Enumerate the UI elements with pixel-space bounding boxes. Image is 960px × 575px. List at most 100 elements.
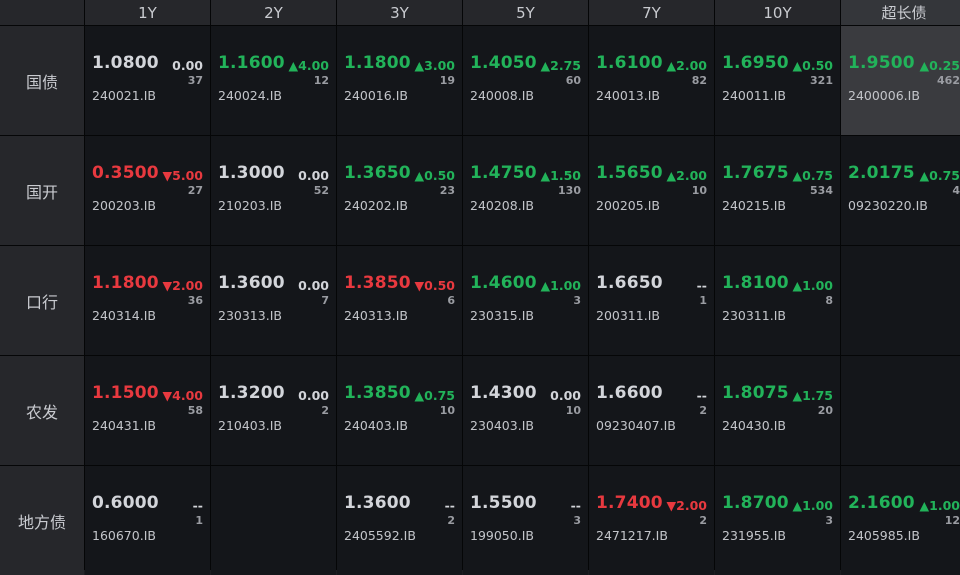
bond-code: 200205.IB xyxy=(596,198,660,213)
trade-count: 534 xyxy=(810,184,833,197)
quote-cell[interactable]: 1.6650 -- 1 200311.IB xyxy=(589,246,714,355)
yield-change: 0.00 xyxy=(172,58,203,73)
yield-value: 1.1800 xyxy=(92,273,159,293)
quote-cell[interactable]: 1.6100 ▲2.00 82 240013.IB xyxy=(589,26,714,135)
bond-code: 240008.IB xyxy=(470,88,534,103)
quote-cell[interactable]: 1.8700 ▲1.00 3 231955.IB xyxy=(715,466,840,575)
column-header-2[interactable]: 2Y xyxy=(211,0,336,25)
quote-cell[interactable]: 1.3600 0.00 7 230313.IB xyxy=(211,246,336,355)
yield-change: ▲2.75 xyxy=(540,58,581,73)
bond-code: 240011.IB xyxy=(722,88,786,103)
bond-code: 230311.IB xyxy=(722,308,786,323)
trade-count: 130 xyxy=(558,184,581,197)
yield-change: ▲1.75 xyxy=(792,388,833,403)
trade-count: 36 xyxy=(187,294,203,307)
yield-value: 0.6000 xyxy=(92,493,159,513)
yield-change: ▲1.00 xyxy=(919,498,960,513)
yield-change: ▼2.00 xyxy=(162,278,203,293)
yield-change: -- xyxy=(696,388,707,403)
trade-count: 60 xyxy=(565,74,581,87)
yield-change: ▲0.50 xyxy=(414,168,455,183)
yield-change: ▲1.00 xyxy=(540,278,581,293)
bond-code: 09230220.IB xyxy=(848,198,928,213)
trade-count: 7 xyxy=(321,294,329,307)
quote-cell[interactable]: 1.8075 ▲1.75 20 240430.IB xyxy=(715,356,840,465)
trade-count: 462 xyxy=(937,74,960,87)
bond-code: 240431.IB xyxy=(92,418,156,433)
yield-value: 1.5650 xyxy=(596,163,663,183)
quote-cell[interactable]: 1.3600 -- 2 2405592.IB xyxy=(337,466,462,575)
yield-value: 1.5500 xyxy=(470,493,537,513)
trade-count: 10 xyxy=(439,404,455,417)
trade-count: 19 xyxy=(439,74,455,87)
yield-value: 1.4050 xyxy=(470,53,537,73)
trade-count: 2 xyxy=(321,404,329,417)
empty-quote-cell xyxy=(841,356,960,465)
row-label: 国开 xyxy=(0,136,84,245)
yield-change: ▲0.75 xyxy=(792,168,833,183)
quote-cell[interactable]: 1.7400 ▼2.00 2 2471217.IB xyxy=(589,466,714,575)
quote-cell[interactable]: 0.3500 ▼5.00 27 200203.IB xyxy=(85,136,210,245)
trade-count: 58 xyxy=(187,404,203,417)
yield-value: 1.3850 xyxy=(344,383,411,403)
quote-cell[interactable]: 1.4750 ▲1.50 130 240208.IB xyxy=(463,136,588,245)
yield-change: 0.00 xyxy=(298,168,329,183)
yield-change: ▼5.00 xyxy=(162,168,203,183)
quote-cell[interactable]: 1.5500 -- 3 199050.IB xyxy=(463,466,588,575)
yield-change: ▼4.00 xyxy=(162,388,203,403)
quote-cell[interactable]: 1.6950 ▲0.50 321 240011.IB xyxy=(715,26,840,135)
quote-cell[interactable]: 0.6000 -- 1 160670.IB xyxy=(85,466,210,575)
bond-code: 240016.IB xyxy=(344,88,408,103)
quote-cell[interactable]: 1.1800 ▲3.00 19 240016.IB xyxy=(337,26,462,135)
quote-cell[interactable]: 1.3650 ▲0.50 23 240202.IB xyxy=(337,136,462,245)
bond-code: 210403.IB xyxy=(218,418,282,433)
quote-cell[interactable]: 1.1600 ▲4.00 12 240024.IB xyxy=(211,26,336,135)
quote-cell[interactable]: 1.0800 0.00 37 240021.IB xyxy=(85,26,210,135)
yield-change: 0.00 xyxy=(298,278,329,293)
yield-change: ▲1.00 xyxy=(792,498,833,513)
quote-cell[interactable]: 1.1800 ▼2.00 36 240314.IB xyxy=(85,246,210,355)
quote-cell[interactable]: 2.1600 ▲1.00 12 2405985.IB xyxy=(841,466,960,575)
bond-code: 240314.IB xyxy=(92,308,156,323)
quote-cell[interactable]: 2.0175 ▲0.75 4 09230220.IB xyxy=(841,136,960,245)
quote-cell[interactable]: 1.7675 ▲0.75 534 240215.IB xyxy=(715,136,840,245)
yield-change: 0.00 xyxy=(298,388,329,403)
yield-value: 1.7675 xyxy=(722,163,789,183)
bond-code: 240215.IB xyxy=(722,198,786,213)
yield-value: 1.4600 xyxy=(470,273,537,293)
bond-code: 160670.IB xyxy=(92,528,156,543)
quote-cell[interactable]: 1.8100 ▲1.00 8 230311.IB xyxy=(715,246,840,355)
bond-code: 2405592.IB xyxy=(344,528,416,543)
quote-cell[interactable]: 1.4050 ▲2.75 60 240008.IB xyxy=(463,26,588,135)
column-header-1[interactable]: 1Y xyxy=(85,0,210,25)
trade-count: 1 xyxy=(699,294,707,307)
quote-cell[interactable]: 1.4300 0.00 10 230403.IB xyxy=(463,356,588,465)
column-header-7[interactable]: 超长债 xyxy=(841,0,960,25)
row-label: 国债 xyxy=(0,26,84,135)
column-header-3[interactable]: 3Y xyxy=(337,0,462,25)
yield-change: ▲0.50 xyxy=(792,58,833,73)
quote-cell[interactable]: 1.3200 0.00 2 210403.IB xyxy=(211,356,336,465)
column-header-6[interactable]: 10Y xyxy=(715,0,840,25)
quote-cell[interactable]: 1.1500 ▼4.00 58 240431.IB xyxy=(85,356,210,465)
quote-cell[interactable]: 1.6600 -- 2 09230407.IB xyxy=(589,356,714,465)
quote-cell[interactable]: 1.4600 ▲1.00 3 230315.IB xyxy=(463,246,588,355)
yield-value: 1.6600 xyxy=(596,383,663,403)
column-header-4[interactable]: 5Y xyxy=(463,0,588,25)
quote-cell[interactable]: 1.3000 0.00 52 210203.IB xyxy=(211,136,336,245)
yield-value: 1.0800 xyxy=(92,53,159,73)
empty-quote-cell xyxy=(841,246,960,355)
yield-value: 1.1500 xyxy=(92,383,159,403)
bond-code: 200311.IB xyxy=(596,308,660,323)
column-header-5[interactable]: 7Y xyxy=(589,0,714,25)
row-label: 农发 xyxy=(0,356,84,465)
quote-cell[interactable]: 1.9500 ▲0.25 462 2400006.IB xyxy=(841,26,960,135)
quote-cell[interactable]: 1.3850 ▲0.75 10 240403.IB xyxy=(337,356,462,465)
quote-cell[interactable]: 1.3850 ▼0.50 6 240313.IB xyxy=(337,246,462,355)
quote-cell[interactable]: 1.5650 ▲2.00 10 200205.IB xyxy=(589,136,714,245)
yield-value: 0.3500 xyxy=(92,163,159,183)
trade-count: 12 xyxy=(313,74,329,87)
yield-value: 1.7400 xyxy=(596,493,663,513)
trade-count: 6 xyxy=(447,294,455,307)
empty-quote-cell xyxy=(211,466,336,575)
